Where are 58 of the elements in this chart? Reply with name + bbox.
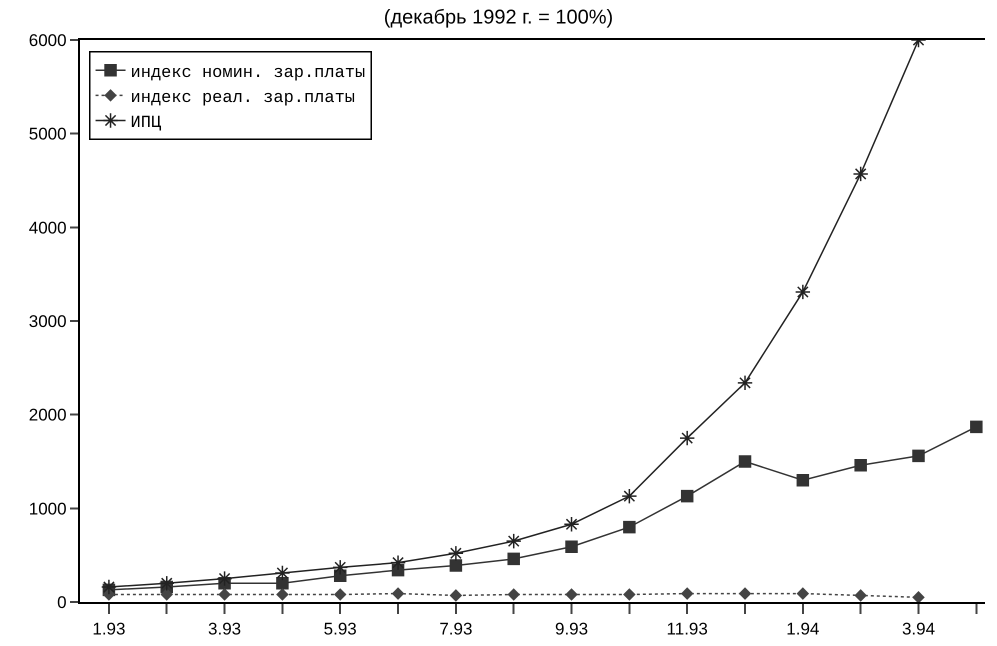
- point: [276, 588, 288, 600]
- point: [794, 284, 811, 300]
- point: [507, 552, 520, 566]
- point: [332, 559, 348, 576]
- point: [566, 588, 578, 600]
- y-tick-label: 3000: [28, 312, 67, 331]
- point: [912, 450, 925, 462]
- x-tick-label: 1.94: [786, 619, 820, 638]
- chart-title: (декабрь 1992 г. = 100%): [384, 6, 614, 29]
- point: [854, 589, 867, 602]
- legend-label: индекс номин. зар.платы: [130, 64, 366, 83]
- x-tick-label: 9.93: [554, 619, 588, 638]
- point: [448, 545, 464, 562]
- point: [737, 374, 753, 391]
- point: [738, 455, 752, 468]
- point: [508, 588, 520, 600]
- y-tick-label: 0: [57, 592, 67, 612]
- x-tick-label: 3.93: [208, 619, 242, 638]
- point: [506, 533, 522, 550]
- y-tick-label: 2000: [28, 406, 67, 425]
- point: [680, 490, 694, 502]
- x-tick-label: 3.94: [902, 619, 936, 638]
- y-tick-label: 1000: [28, 499, 67, 518]
- legend-label: индекс реал. зар.платы: [130, 89, 355, 108]
- point: [796, 474, 810, 486]
- point: [854, 459, 867, 472]
- point: [392, 588, 404, 600]
- point: [450, 559, 462, 572]
- point: [623, 588, 636, 600]
- point: [160, 588, 173, 600]
- point: [216, 570, 233, 587]
- point: [390, 554, 406, 571]
- x-tick-label: 11.93: [666, 619, 708, 638]
- point: [739, 588, 751, 600]
- point: [852, 166, 869, 182]
- point: [623, 520, 636, 534]
- point: [681, 588, 694, 600]
- point: [274, 565, 290, 581]
- x-tick-label: 7.93: [439, 619, 472, 638]
- y-tick-label: 4000: [28, 218, 67, 238]
- point: [564, 516, 580, 532]
- y-tick-label: 5000: [28, 124, 67, 144]
- point: [218, 588, 231, 600]
- point: [158, 575, 175, 592]
- x-tick-label: 5.93: [324, 619, 357, 638]
- legend-label: ИПЦ: [130, 114, 162, 134]
- point: [100, 579, 117, 595]
- point: [565, 540, 578, 553]
- point: [276, 577, 289, 590]
- y-tick-label: 6000: [28, 30, 67, 50]
- point: [450, 589, 462, 602]
- point: [334, 588, 346, 600]
- point: [970, 420, 983, 434]
- point: [679, 430, 696, 446]
- point: [621, 488, 638, 504]
- point: [912, 591, 924, 602]
- x-tick-label: 1.93: [92, 619, 126, 638]
- point: [796, 588, 809, 600]
